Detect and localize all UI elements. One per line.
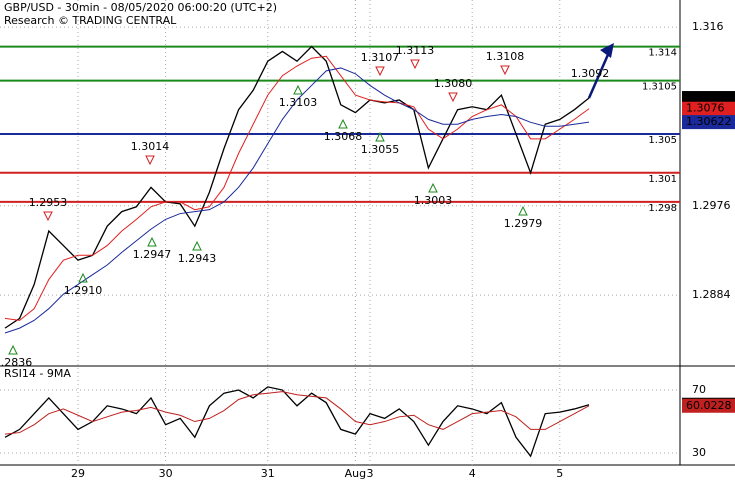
arrow-head — [600, 43, 614, 58]
pivot-low-marker — [293, 84, 303, 95]
pivot-low-marker — [338, 118, 348, 129]
pivot-low-marker — [78, 272, 88, 283]
pivot-low-marker — [147, 236, 157, 247]
series-line — [4, 386, 590, 458]
pivot-label: 1.2979 — [504, 217, 543, 230]
pivot-label: 1.3055 — [361, 143, 400, 156]
series-line — [4, 67, 590, 334]
pivot-label: 1.2947 — [133, 248, 172, 261]
level-label: 1.301 — [648, 174, 677, 185]
x-tick-label: 3 — [367, 467, 374, 480]
series-line — [4, 55, 590, 321]
pivot-high-marker — [145, 155, 155, 166]
pivot-label: 1.2943 — [178, 252, 217, 265]
rsi-title: RSI14 - 9MA — [4, 367, 71, 380]
pivot-high-marker — [448, 92, 458, 103]
series-line — [4, 45, 590, 329]
value-box — [682, 115, 735, 130]
series-line — [4, 391, 590, 435]
x-tick-label: 30 — [159, 467, 173, 480]
pivot-low-marker — [428, 182, 438, 193]
pivot-label: 1.3113 — [396, 44, 435, 57]
value-box-label: 1.3076 — [686, 102, 725, 115]
pivot-high-marker — [43, 211, 53, 222]
pivot-high-marker — [375, 66, 385, 77]
value-box-label: 1.30622 — [686, 115, 732, 128]
pivot-label: 1.3080 — [434, 77, 473, 90]
pivot-high-marker — [410, 59, 420, 70]
pivot-low-marker — [192, 240, 202, 251]
level-label: 1.3105 — [642, 82, 677, 93]
y-tick-label: 1.2976 — [692, 199, 731, 212]
pivot-low-marker — [375, 131, 385, 142]
value-box-label: 60.0228 — [686, 399, 732, 412]
y-tick-label: 1.316 — [692, 20, 724, 33]
pivot-label: 1.2910 — [64, 284, 103, 297]
pivot-label: 1.3003 — [414, 194, 453, 207]
x-tick-label: 31 — [261, 467, 275, 480]
x-tick-label: Aug — [345, 467, 366, 480]
pivot-label: 1.3108 — [486, 50, 525, 63]
chart-title: GBP/USD - 30min - 08/05/2020 06:00:20 (U… — [4, 1, 277, 14]
chart-subtitle: Research © TRADING CENTRAL — [4, 14, 177, 27]
level-label: 1.305 — [648, 135, 677, 146]
y-tick-label: 70 — [692, 383, 706, 396]
pivot-label: 1.2953 — [29, 196, 68, 209]
pivot-label: 1.3014 — [131, 140, 170, 153]
x-tick-label: 5 — [556, 467, 563, 480]
pivot-label: 1.3092 — [571, 67, 610, 80]
pivot-high-marker — [500, 65, 510, 76]
level-label: 1.298 — [648, 203, 677, 214]
y-tick-label: 1.2884 — [692, 288, 731, 301]
pivot-label: 1.3068 — [324, 130, 363, 143]
pivot-low-marker — [8, 344, 18, 355]
value-box-label: 1.3087 — [686, 91, 725, 104]
value-box — [682, 101, 735, 116]
pivot-low-marker — [518, 205, 528, 216]
value-box — [682, 91, 735, 106]
pivot-label: 1.3103 — [279, 96, 318, 109]
forecast-arrow — [587, 49, 612, 99]
y-tick-label: 30 — [692, 446, 706, 459]
value-box — [682, 398, 735, 413]
pivot-label: 1.2836 — [0, 356, 32, 369]
pivot-label: 1.3107 — [361, 51, 400, 64]
x-tick-label: 4 — [469, 467, 476, 480]
x-tick-label: 29 — [71, 467, 85, 480]
level-label: 1.314 — [648, 48, 677, 59]
